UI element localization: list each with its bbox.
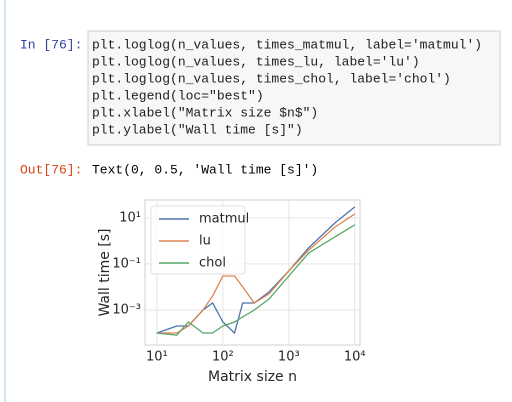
input-prompt: In [76]: [20, 37, 82, 52]
code-line: plt.loglog(n_values, times_chol, label='… [92, 71, 451, 86]
legend-label: chol [199, 256, 226, 271]
y-tick-label: 10¹ [119, 210, 141, 225]
legend-label: matmul [199, 212, 249, 227]
code-line: plt.ylabel("Wall time [s]") [92, 122, 303, 137]
code-line: plt.xlabel("Matrix size $n$") [92, 105, 318, 120]
y-tick-label: 10⁻³ [112, 302, 141, 317]
x-tick-label: 10¹ [146, 350, 168, 365]
code: plt.loglog(n_values, times_matmul, label… [92, 37, 482, 137]
legend-label: lu [199, 234, 211, 249]
legend-box [150, 205, 246, 275]
code-box[interactable] [87, 30, 501, 146]
code-line: plt.legend(loc="best") [92, 88, 264, 103]
x-axis-label: Matrix size n [208, 369, 297, 385]
y-axis-label: Wall time [s] [97, 228, 113, 316]
code-line: plt.loglog(n_values, times_matmul, label… [92, 37, 482, 52]
series-line [156, 224, 356, 336]
x-tick-label: 10³ [278, 350, 300, 365]
x-tick-label: 10² [212, 350, 234, 365]
code-line: plt.loglog(n_values, times_lu, label='lu… [92, 54, 420, 69]
y-tick-label: 10⁻¹ [112, 256, 141, 271]
x-tick-label: 10⁴ [344, 350, 366, 365]
output-prompt: Out[76]: [20, 162, 82, 177]
output-text: Text(0, 0.5, 'Wall time [s]') [92, 162, 318, 177]
chart: 10¹ 10² 10³ 10⁴ 10⁻³ 10⁻¹ 10¹ Matrix size n Wall… [97, 200, 366, 385]
